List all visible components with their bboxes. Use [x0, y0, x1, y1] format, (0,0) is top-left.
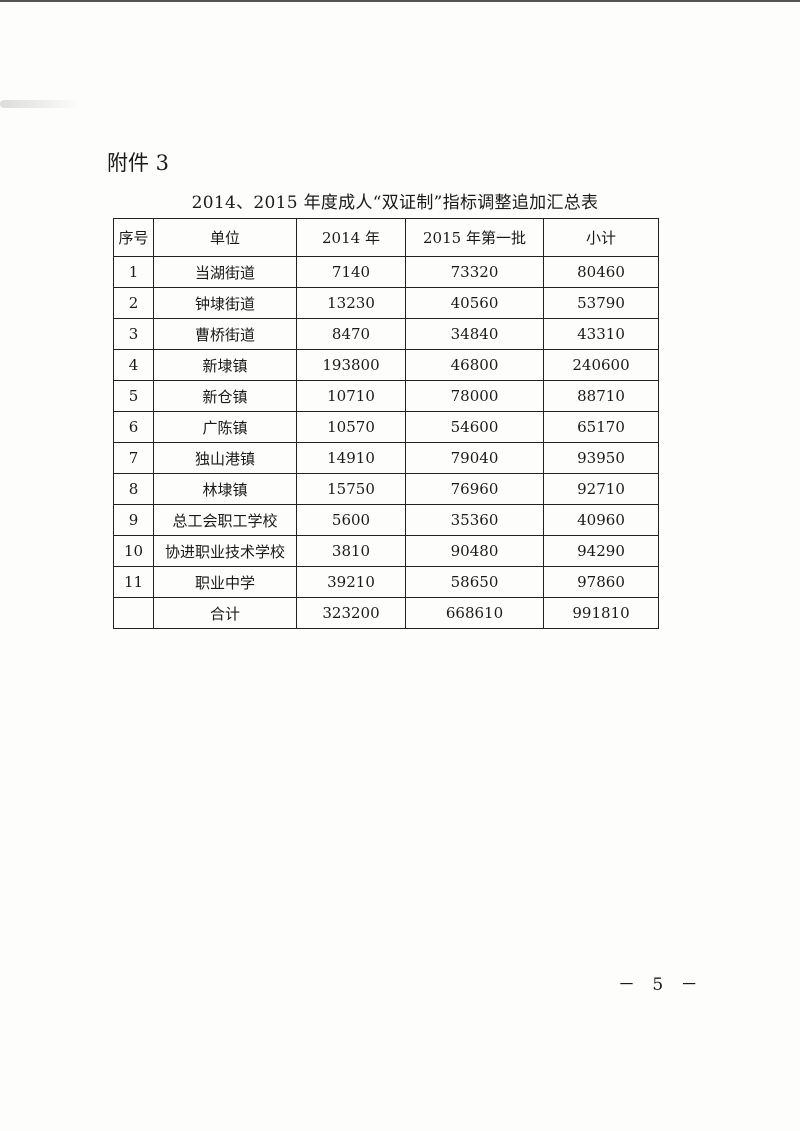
cell-index: [113, 597, 154, 629]
cell-unit: 独山港镇: [153, 442, 297, 474]
cell-index: 7: [113, 442, 154, 474]
cell-subtotal: 53790: [543, 287, 659, 319]
cell-index: 10: [113, 535, 154, 567]
cell-unit: 总工会职工学校: [153, 504, 297, 536]
cell-2015-batch1: 58650: [405, 566, 544, 598]
scan-edge-line: [0, 0, 800, 2]
cell-index: 11: [113, 566, 154, 598]
summary-table: 序号 单位 2014 年 2015 年第一批 小计 1 当湖街道 7140 73320…: [113, 218, 659, 629]
cell-subtotal: 991810: [543, 597, 659, 629]
cell-subtotal: 93950: [543, 442, 659, 474]
cell-2015-batch1: 46800: [405, 349, 544, 381]
page-number: － 5 －: [618, 975, 704, 995]
cell-2015-batch1: 34840: [405, 318, 544, 350]
cell-index: 3: [113, 318, 154, 350]
document-title: 2014、2015 年度成人“双证制”指标调整追加汇总表: [191, 193, 599, 213]
cell-unit: 新埭镇: [153, 349, 297, 381]
table-row: 2 钟埭街道 13230 40560 53790: [113, 287, 659, 319]
cell-unit: 合计: [153, 597, 297, 629]
total-row: 合计 323200 668610 991810: [113, 597, 659, 629]
cell-subtotal: 43310: [543, 318, 659, 350]
table-row: 11 职业中学 39210 58650 97860: [113, 566, 659, 598]
header-index: 序号: [113, 218, 154, 257]
cell-2014: 10710: [296, 380, 406, 412]
header-unit: 单位: [153, 218, 297, 257]
header-subtotal: 小计: [543, 218, 659, 257]
table-row: 10 协进职业技术学校 3810 90480 94290: [113, 535, 659, 567]
cell-subtotal: 92710: [543, 473, 659, 505]
cell-index: 2: [113, 287, 154, 319]
cell-subtotal: 88710: [543, 380, 659, 412]
cell-2014: 5600: [296, 504, 406, 536]
cell-unit: 钟埭街道: [153, 287, 297, 319]
cell-index: 8: [113, 473, 154, 505]
table-row: 1 当湖街道 7140 73320 80460: [113, 256, 659, 288]
cell-2015-batch1: 76960: [405, 473, 544, 505]
cell-unit: 广陈镇: [153, 411, 297, 443]
table-row: 7 独山港镇 14910 79040 93950: [113, 442, 659, 474]
header-2014: 2014 年: [296, 218, 406, 257]
cell-2014: 15750: [296, 473, 406, 505]
cell-2015-batch1: 78000: [405, 380, 544, 412]
table-header-row: 序号 单位 2014 年 2015 年第一批 小计: [113, 218, 659, 257]
scan-smudge: [0, 100, 80, 108]
cell-index: 9: [113, 504, 154, 536]
cell-2014: 3810: [296, 535, 406, 567]
cell-2014: 14910: [296, 442, 406, 474]
attachment-label: 附件 3: [107, 151, 170, 175]
cell-subtotal: 240600: [543, 349, 659, 381]
table-row: 8 林埭镇 15750 76960 92710: [113, 473, 659, 505]
cell-2014: 323200: [296, 597, 406, 629]
cell-index: 5: [113, 380, 154, 412]
header-2015-batch1: 2015 年第一批: [405, 218, 544, 257]
table-row: 5 新仓镇 10710 78000 88710: [113, 380, 659, 412]
cell-subtotal: 40960: [543, 504, 659, 536]
cell-2014: 7140: [296, 256, 406, 288]
cell-2015-batch1: 79040: [405, 442, 544, 474]
cell-unit: 职业中学: [153, 566, 297, 598]
cell-2014: 8470: [296, 318, 406, 350]
cell-index: 4: [113, 349, 154, 381]
cell-2014: 39210: [296, 566, 406, 598]
cell-2014: 13230: [296, 287, 406, 319]
cell-2015-batch1: 54600: [405, 411, 544, 443]
cell-2014: 10570: [296, 411, 406, 443]
cell-unit: 曹桥街道: [153, 318, 297, 350]
cell-2015-batch1: 73320: [405, 256, 544, 288]
table-row: 4 新埭镇 193800 46800 240600: [113, 349, 659, 381]
cell-index: 6: [113, 411, 154, 443]
cell-2014: 193800: [296, 349, 406, 381]
cell-2015-batch1: 40560: [405, 287, 544, 319]
cell-unit: 林埭镇: [153, 473, 297, 505]
cell-unit: 新仓镇: [153, 380, 297, 412]
table-row: 3 曹桥街道 8470 34840 43310: [113, 318, 659, 350]
cell-2015-batch1: 90480: [405, 535, 544, 567]
cell-subtotal: 80460: [543, 256, 659, 288]
table-row: 6 广陈镇 10570 54600 65170: [113, 411, 659, 443]
cell-2015-batch1: 668610: [405, 597, 544, 629]
cell-index: 1: [113, 256, 154, 288]
cell-subtotal: 94290: [543, 535, 659, 567]
cell-subtotal: 97860: [543, 566, 659, 598]
cell-unit: 当湖街道: [153, 256, 297, 288]
cell-2015-batch1: 35360: [405, 504, 544, 536]
cell-subtotal: 65170: [543, 411, 659, 443]
cell-unit: 协进职业技术学校: [153, 535, 297, 567]
table-row: 9 总工会职工学校 5600 35360 40960: [113, 504, 659, 536]
